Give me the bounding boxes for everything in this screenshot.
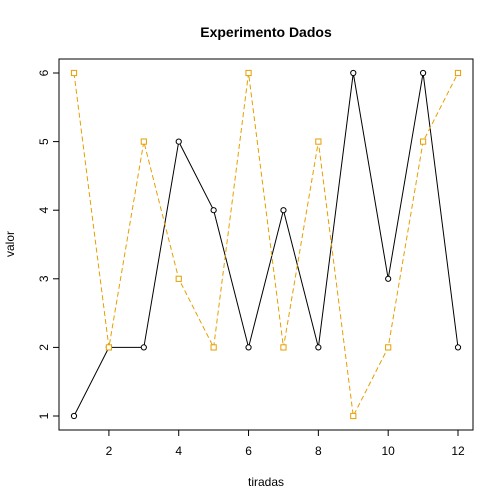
- y-tick-label: 6: [37, 69, 51, 76]
- series-2-point: [140, 138, 147, 145]
- series-2-point: [454, 69, 462, 77]
- series-layer: [70, 69, 462, 420]
- series-2-point: [315, 138, 322, 145]
- y-axis: 1 2 3 4 5 6: [37, 69, 59, 419]
- y-axis-label: valor: [3, 231, 17, 257]
- series-2-point: [245, 69, 252, 77]
- series-1: [70, 69, 462, 420]
- x-tick-label: 8: [315, 444, 322, 458]
- x-tick-label: 2: [106, 444, 113, 458]
- x-tick-label: 4: [175, 444, 182, 458]
- plot-box: [58, 58, 474, 431]
- series-1-point: [175, 138, 182, 145]
- y-tick-label: 2: [37, 344, 51, 351]
- series-2-point: [280, 344, 287, 351]
- series-1-point: [385, 275, 392, 282]
- series-1-line: [73, 72, 459, 417]
- series-1-point: [315, 344, 322, 351]
- series-2: [70, 69, 462, 420]
- series-2-point: [385, 344, 392, 351]
- x-axis-label: tiradas: [248, 475, 284, 489]
- series-2-point: [105, 344, 113, 351]
- y-tick-label: 3: [37, 275, 51, 282]
- series-1-point: [280, 207, 287, 214]
- series-1-point: [210, 207, 217, 214]
- series-2-point: [419, 138, 427, 145]
- y-tick-label: 5: [37, 138, 51, 145]
- series-1-point: [245, 344, 252, 351]
- series-2-point: [70, 69, 78, 77]
- x-tick-label: 12: [451, 444, 465, 458]
- series-2-point: [350, 412, 357, 420]
- y-tick-label: 4: [37, 207, 51, 214]
- chart-title: Experimento Dados: [200, 24, 332, 40]
- series-2-point: [175, 275, 182, 282]
- series-1-point: [70, 412, 78, 420]
- series-1-point: [454, 344, 462, 351]
- series-2-point: [210, 344, 217, 351]
- series-1-point: [350, 69, 357, 77]
- x-axis: 2 4 6 8 10 12: [106, 430, 465, 458]
- series-1-point: [419, 69, 427, 77]
- x-tick-label: 6: [245, 444, 252, 458]
- series-2-line: [73, 72, 459, 418]
- y-tick-label: 1: [37, 412, 51, 419]
- x-tick-label: 10: [382, 444, 396, 458]
- series-1-point: [140, 344, 147, 351]
